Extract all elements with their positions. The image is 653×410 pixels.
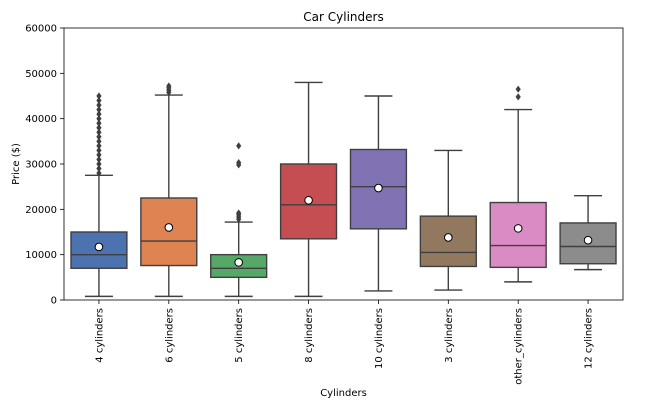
outlier-point <box>96 128 102 136</box>
box-8 <box>559 195 617 271</box>
outlier-point <box>96 101 102 109</box>
mean-marker <box>444 233 453 242</box>
chart-title: Car Cylinders <box>303 10 383 24</box>
outlier-point <box>96 151 102 159</box>
box-rect <box>489 201 547 269</box>
outlier-point <box>96 160 102 168</box>
outlier-point <box>96 115 102 123</box>
outlier-point <box>166 82 172 90</box>
box-rect <box>419 215 477 268</box>
y-tick-label: 40000 <box>25 114 57 125</box>
outlier-point <box>236 142 242 150</box>
plot-area: 0 10000 20000 30000 40000 50000 60000 4 cylinde… <box>25 24 617 385</box>
y-tick-label: 10000 <box>25 250 57 261</box>
mean-marker <box>513 224 523 233</box>
outlier-point <box>96 133 102 141</box>
x-axis-label: Cylinders <box>320 388 367 399</box>
box-6 <box>419 149 477 291</box>
plot-frame <box>63 27 624 301</box>
outlier-point <box>236 159 242 167</box>
outlier-point <box>236 209 242 217</box>
y-tick-label: 30000 <box>25 160 57 171</box>
x-tick-label: 6 cylinders <box>164 308 175 363</box>
box-3 <box>210 142 268 298</box>
y-tick-label: 60000 <box>25 24 57 35</box>
outlier-point <box>96 137 102 145</box>
outlier-point <box>96 164 102 173</box>
outlier-point <box>96 106 102 114</box>
mean-marker <box>94 242 104 252</box>
x-tick-label: 5 cylinders <box>234 308 245 363</box>
y-axis-label: Price ($) <box>11 143 22 185</box>
box-5 <box>349 95 408 292</box>
box-4 <box>279 81 338 298</box>
x-tick-label: 10 cylinders <box>374 308 385 369</box>
mean-marker <box>234 258 243 267</box>
box-2 <box>140 82 198 298</box>
y-tick-label: 50000 <box>25 69 57 80</box>
box-1 <box>70 92 128 298</box>
x-tick-label: 8 cylinders <box>304 308 315 363</box>
outlier-point <box>96 169 102 177</box>
outlier-point <box>96 96 102 105</box>
x-tick-label: 3 cylinders <box>444 308 455 363</box>
mean-marker <box>374 183 383 193</box>
outlier-point <box>515 93 521 101</box>
outlier-point <box>96 92 102 100</box>
x-tick-label: 4 cylinders <box>94 308 105 363</box>
y-tick-label: 0 <box>51 296 57 307</box>
outlier-point <box>515 85 521 93</box>
y-tick-label: 20000 <box>25 205 57 216</box>
outlier-point <box>96 155 102 164</box>
outlier-point <box>96 110 102 118</box>
outlier-point <box>96 119 102 127</box>
outlier-point <box>96 142 102 150</box>
x-tick-label: 12 cylinders <box>584 308 595 369</box>
box-rect <box>559 222 617 265</box>
mean-marker <box>583 235 593 245</box>
outlier-point <box>96 124 102 132</box>
mean-marker <box>304 195 313 205</box>
mean-marker <box>164 223 174 232</box>
x-tick-label: other_cylinders <box>514 308 525 385</box>
outlier-point <box>96 146 102 154</box>
box-7 <box>489 85 547 283</box>
box-rect <box>140 197 198 267</box>
